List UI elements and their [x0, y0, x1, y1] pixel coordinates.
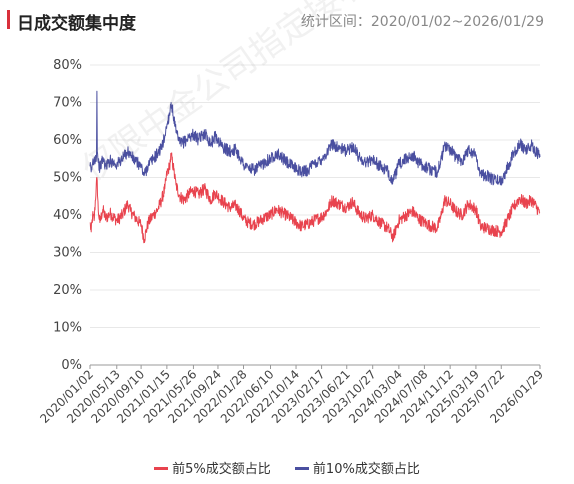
y-tick-label: 0% — [61, 358, 82, 373]
y-tick-label: 30% — [53, 246, 82, 261]
legend-item-top10[interactable]: 前10%成交额占比 — [294, 458, 420, 477]
legend-item-top5[interactable]: 前5%成交额占比 — [154, 458, 271, 477]
y-tick-label: 70% — [53, 96, 82, 111]
chart-title: 日成交额集中度 — [17, 14, 136, 34]
title-accent-bar — [7, 10, 10, 29]
chart-header: 日成交额集中度 统计区间：2020/01/02~2026/01/29 — [0, 0, 574, 40]
y-tick-label: 80% — [53, 58, 82, 73]
y-tick-label: 60% — [53, 133, 82, 148]
legend-swatch-top5 — [154, 467, 169, 470]
y-tick-label: 10% — [53, 321, 82, 336]
legend-label-top5: 前5%成交额占比 — [172, 462, 271, 477]
series-line-top10 — [89, 90, 541, 186]
y-tick-label: 40% — [53, 208, 82, 223]
chart-legend: 前5%成交额占比 前10%成交额占比 — [0, 458, 574, 477]
legend-label-top10: 前10%成交额占比 — [312, 462, 420, 477]
date-range-label: 统计区间：2020/01/02~2026/01/29 — [300, 14, 544, 30]
y-tick-label: 50% — [53, 171, 82, 186]
legend-swatch-top10 — [294, 467, 309, 470]
series-line-top5 — [89, 152, 541, 244]
y-tick-label: 20% — [53, 283, 82, 298]
